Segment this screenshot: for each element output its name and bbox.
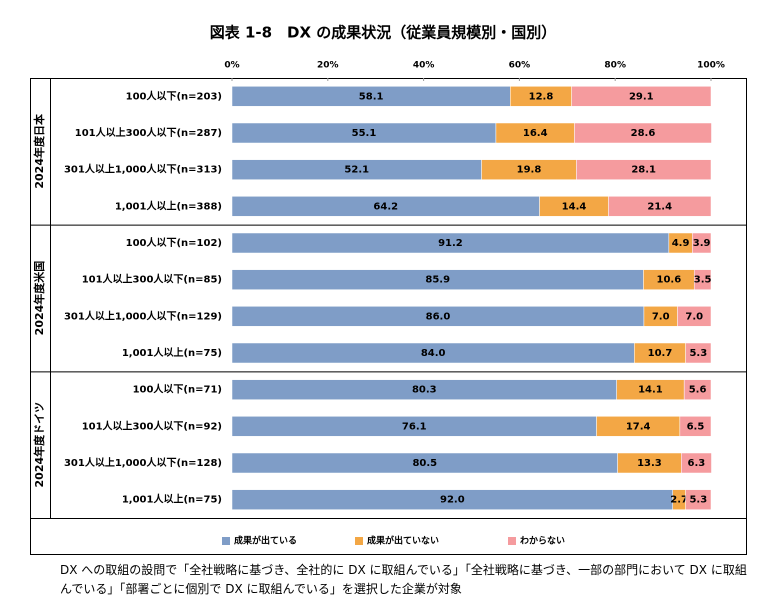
bar-segment [693, 269, 712, 290]
x-tick-label: 80% [604, 61, 626, 71]
value-label: 86.0 [426, 311, 451, 322]
bar-segment [608, 196, 712, 217]
y-tick-label: 101人以上300人以下(n=287) [75, 126, 222, 139]
value-label: 5.6 [689, 385, 707, 396]
bar-segment [685, 489, 712, 510]
value-label: 10.6 [657, 275, 682, 286]
value-label: 2.7 [670, 495, 688, 506]
note: DX への取組の設問で「全社戦略に基づき、全社的に DX に取組んでいる」「全社… [60, 563, 747, 596]
value-label: 14.4 [562, 201, 587, 212]
value-label: 7.0 [652, 311, 670, 322]
value-label: 76.1 [402, 421, 427, 432]
y-tick-label: 101人以上300人以下(n=92) [82, 419, 222, 432]
value-label: 28.6 [631, 128, 656, 139]
value-label: 3.5 [694, 275, 712, 286]
bar-segment [681, 452, 712, 474]
legend-swatch [355, 537, 363, 545]
y-tick-label: 301人以上1,000人以下(n=128) [64, 456, 222, 469]
bar-segment [683, 379, 712, 400]
value-label: 92.0 [440, 495, 465, 506]
y-tick-label: 301人以上1,000人以下(n=313) [64, 163, 222, 176]
y-tick-label: 1,001人以上(n=75) [122, 493, 222, 506]
legend-swatch [508, 537, 516, 545]
group-label: 2024年度ドイツ [32, 402, 46, 488]
value-label: 29.1 [629, 91, 654, 102]
group-label: 2024年度日本 [32, 114, 46, 189]
x-tick-label: 100% [697, 61, 725, 71]
frame [30, 78, 747, 555]
value-label: 64.2 [373, 201, 398, 212]
value-label: 17.4 [626, 421, 651, 432]
value-label: 6.5 [687, 421, 705, 432]
bar-segment [576, 159, 712, 180]
value-label: 16.4 [523, 128, 548, 139]
x-tick-label: 20% [317, 61, 339, 71]
bar-segment [692, 232, 712, 254]
value-label: 28.1 [631, 165, 656, 176]
value-label: 91.2 [438, 238, 463, 249]
value-label: 12.8 [529, 91, 554, 102]
x-tick-label: 60% [509, 61, 531, 71]
legend-label: わからない [520, 536, 565, 547]
value-label: 58.1 [359, 91, 384, 102]
value-label: 19.8 [517, 165, 542, 176]
y-tick-label: 100人以下(n=203) [126, 89, 222, 102]
value-label: 6.3 [688, 458, 706, 469]
value-label: 21.4 [647, 201, 672, 212]
y-tick-label: 101人以上300人以下(n=85) [82, 273, 222, 286]
value-label: 5.3 [689, 495, 707, 506]
value-label: 55.1 [352, 128, 377, 139]
y-tick-label: 301人以上1,000人以下(n=129) [64, 309, 222, 322]
y-tick-label: 100人以下(n=71) [133, 383, 222, 396]
value-label: 4.9 [672, 238, 690, 249]
value-label: 80.3 [412, 385, 437, 396]
x-tick-label: 0% [224, 61, 239, 71]
legend-label: 成果が出ている [234, 535, 297, 547]
value-label: 84.0 [421, 348, 446, 359]
chart: 図表 1-8 DX の成果状況（従業員規模別・国別） 0% 20% 40% 60% 80… [30, 24, 747, 555]
bar-segment [571, 86, 712, 107]
bar-segment [685, 342, 712, 364]
legend-label: 成果が出ていない [367, 535, 439, 547]
chart-title: 図表 1-8 DX の成果状況（従業員規模別・国別） [210, 24, 557, 42]
value-label: 10.7 [648, 348, 673, 359]
value-label: 7.0 [685, 311, 703, 322]
value-label: 3.9 [693, 238, 711, 249]
value-label: 13.3 [637, 458, 662, 469]
value-label: 52.1 [344, 165, 369, 176]
x-tick-label: 40% [413, 61, 435, 71]
group-label: 2024年度米国 [32, 261, 46, 336]
bar-segment [679, 416, 712, 437]
value-label: 80.5 [412, 458, 437, 469]
value-label: 85.9 [425, 275, 450, 286]
bar-segment [574, 122, 712, 144]
y-tick-label: 100人以下(n=102) [126, 236, 222, 249]
y-tick-label: 1,001人以上(n=388) [115, 199, 222, 212]
legend-swatch [222, 537, 230, 545]
bar-segment [677, 306, 712, 327]
value-label: 5.3 [689, 348, 707, 359]
y-tick-label: 1,001人以上(n=75) [122, 346, 222, 359]
value-label: 14.1 [638, 385, 663, 396]
